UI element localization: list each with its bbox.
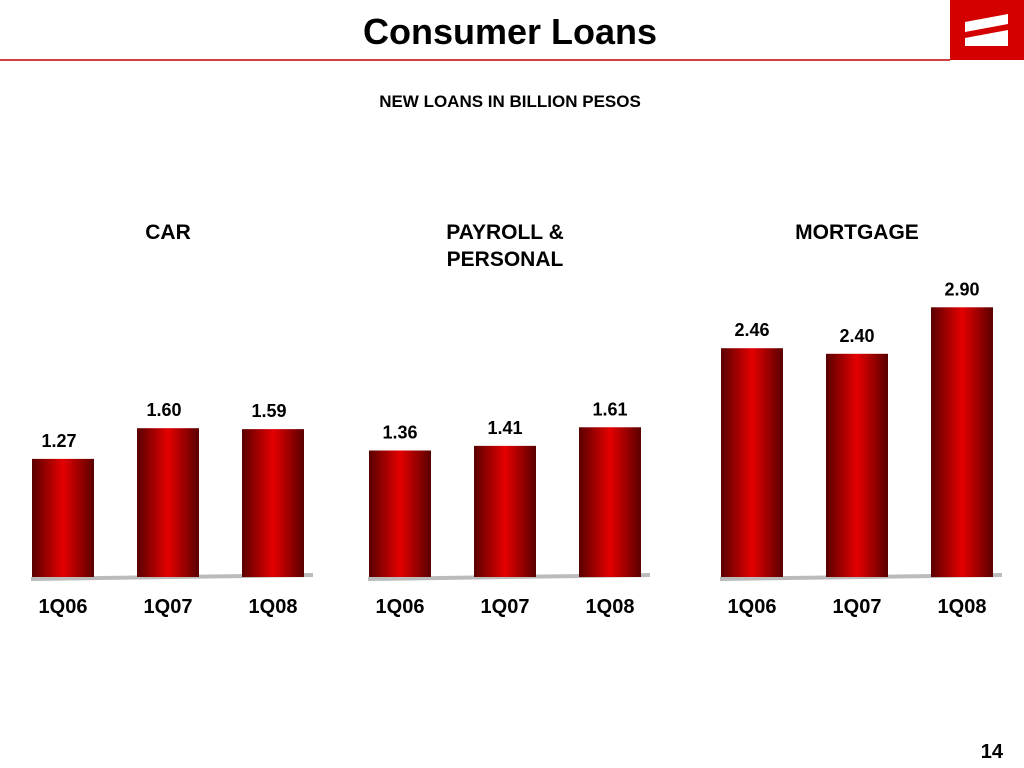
logo [950, 0, 1024, 60]
value-label: 2.40 [839, 326, 874, 346]
value-label: 1.36 [382, 423, 417, 443]
bar [369, 450, 431, 577]
value-label: 1.41 [487, 418, 522, 438]
bar [242, 429, 304, 577]
page-number: 14 [981, 741, 1004, 763]
slide-title: Consumer Loans [363, 11, 657, 52]
bar [721, 348, 783, 577]
value-label: 2.46 [734, 320, 769, 340]
logo-mark [965, 14, 1008, 46]
x-tick-label: 1Q06 [376, 596, 425, 618]
value-label: 1.61 [592, 399, 627, 419]
x-tick-label: 1Q08 [586, 596, 635, 618]
chart-title: CAR [145, 221, 191, 244]
x-tick-label: 1Q08 [938, 596, 987, 618]
slide-subtitle: NEW LOANS IN BILLION PESOS [379, 92, 641, 111]
bar [474, 445, 536, 577]
bar [32, 458, 94, 577]
value-label: 2.90 [944, 279, 979, 299]
x-tick-label: 1Q06 [728, 596, 777, 618]
value-label: 1.60 [146, 400, 181, 420]
x-tick-label: 1Q08 [249, 596, 298, 618]
chart-title: MORTGAGE [795, 221, 919, 244]
value-label: 1.59 [251, 401, 286, 421]
x-tick-label: 1Q07 [833, 596, 882, 618]
bar [137, 428, 199, 577]
chart-title: PAYROLL & PERSONAL [446, 221, 564, 271]
x-tick-label: 1Q06 [39, 596, 88, 618]
bar [931, 307, 993, 577]
x-tick-label: 1Q07 [481, 596, 530, 618]
value-label: 1.27 [41, 431, 76, 451]
bar [579, 427, 641, 577]
x-tick-label: 1Q07 [144, 596, 193, 618]
bar [826, 353, 888, 577]
